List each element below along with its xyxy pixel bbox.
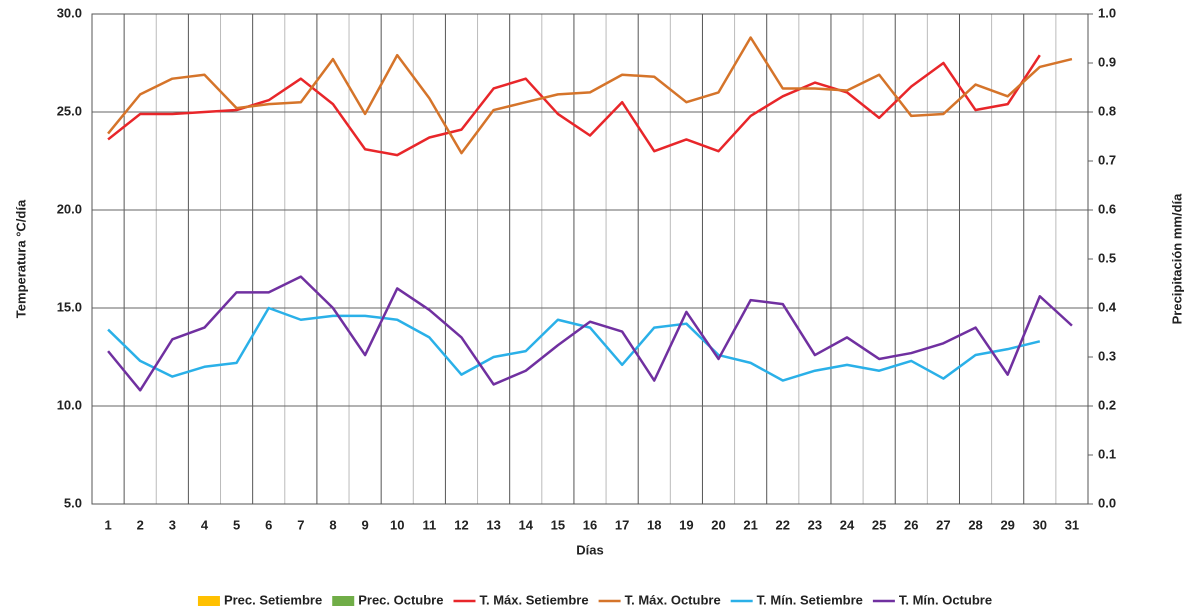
x-tick-label: 13 xyxy=(486,517,500,532)
legend-label: T. Mín. Octubre xyxy=(899,592,992,607)
x-tick-label: 27 xyxy=(936,517,950,532)
x-tick-label: 21 xyxy=(743,517,757,532)
x-tick-label: 18 xyxy=(647,517,661,532)
y2-tick-label: 0.0 xyxy=(1098,495,1116,510)
x-tick-label: 5 xyxy=(233,517,240,532)
y2-tick-label: 0.5 xyxy=(1098,250,1116,265)
y2-tick-label: 0.1 xyxy=(1098,446,1116,461)
x-tick-label: 3 xyxy=(169,517,176,532)
x-tick-label: 24 xyxy=(840,517,855,532)
y2-tick-label: 0.3 xyxy=(1098,348,1116,363)
x-tick-label: 28 xyxy=(968,517,982,532)
x-tick-label: 7 xyxy=(297,517,304,532)
legend-swatch xyxy=(197,596,220,606)
y2-tick-label: 0.7 xyxy=(1098,152,1116,167)
x-tick-label: 10 xyxy=(390,517,404,532)
y2-tick-label: 0.6 xyxy=(1098,201,1116,216)
legend-label: Prec. Setiembre xyxy=(224,592,322,607)
legend-label: T. Máx. Setiembre xyxy=(479,592,588,607)
x-tick-label: 14 xyxy=(519,517,534,532)
y-tick-label: 15.0 xyxy=(57,299,82,314)
y2-tick-label: 0.4 xyxy=(1098,299,1117,314)
x-tick-label: 6 xyxy=(265,517,272,532)
legend-swatch xyxy=(332,596,355,606)
y2-tick-label: 0.9 xyxy=(1098,54,1116,69)
line-series xyxy=(107,54,1041,157)
y2-tick-label: 0.8 xyxy=(1098,103,1116,118)
y-axis-label: Temperatura °C/día xyxy=(13,199,28,318)
legend-label: T. Máx. Octubre xyxy=(625,592,721,607)
x-tick-label: 15 xyxy=(551,517,565,532)
y-tick-label: 30.0 xyxy=(57,5,82,20)
y-tick-label: 5.0 xyxy=(64,495,82,510)
y2-tick-label: 0.2 xyxy=(1098,397,1116,412)
line-series xyxy=(107,36,1073,155)
x-tick-label: 26 xyxy=(904,517,918,532)
y2-tick-label: 1.0 xyxy=(1098,5,1116,20)
x-axis-label: Días xyxy=(576,542,603,557)
x-tick-label: 8 xyxy=(329,517,336,532)
x-tick-label: 29 xyxy=(1000,517,1014,532)
x-tick-label: 19 xyxy=(679,517,693,532)
line-series xyxy=(107,275,1073,392)
line-series xyxy=(107,306,1041,382)
x-tick-label: 22 xyxy=(776,517,790,532)
x-tick-label: 20 xyxy=(711,517,725,532)
legend-label: Prec. Octubre xyxy=(358,592,443,607)
y2-axis-label: Precipitación mm/día xyxy=(1169,193,1184,325)
x-tick-label: 17 xyxy=(615,517,629,532)
x-tick-label: 25 xyxy=(872,517,886,532)
x-tick-label: 12 xyxy=(454,517,468,532)
x-tick-label: 16 xyxy=(583,517,597,532)
y-tick-label: 25.0 xyxy=(57,103,82,118)
x-tick-label: 30 xyxy=(1033,517,1047,532)
y-tick-label: 10.0 xyxy=(57,397,82,412)
x-tick-label: 2 xyxy=(137,517,144,532)
x-tick-label: 23 xyxy=(808,517,822,532)
plot-frame xyxy=(91,13,1089,505)
x-tick-label: 31 xyxy=(1065,517,1079,532)
y-tick-label: 20.0 xyxy=(57,201,82,216)
x-tick-label: 1 xyxy=(104,517,111,532)
x-tick-label: 9 xyxy=(361,517,368,532)
legend-label: T. Mín. Setiembre xyxy=(757,592,863,607)
x-tick-label: 11 xyxy=(422,517,436,532)
x-tick-label: 4 xyxy=(201,517,209,532)
